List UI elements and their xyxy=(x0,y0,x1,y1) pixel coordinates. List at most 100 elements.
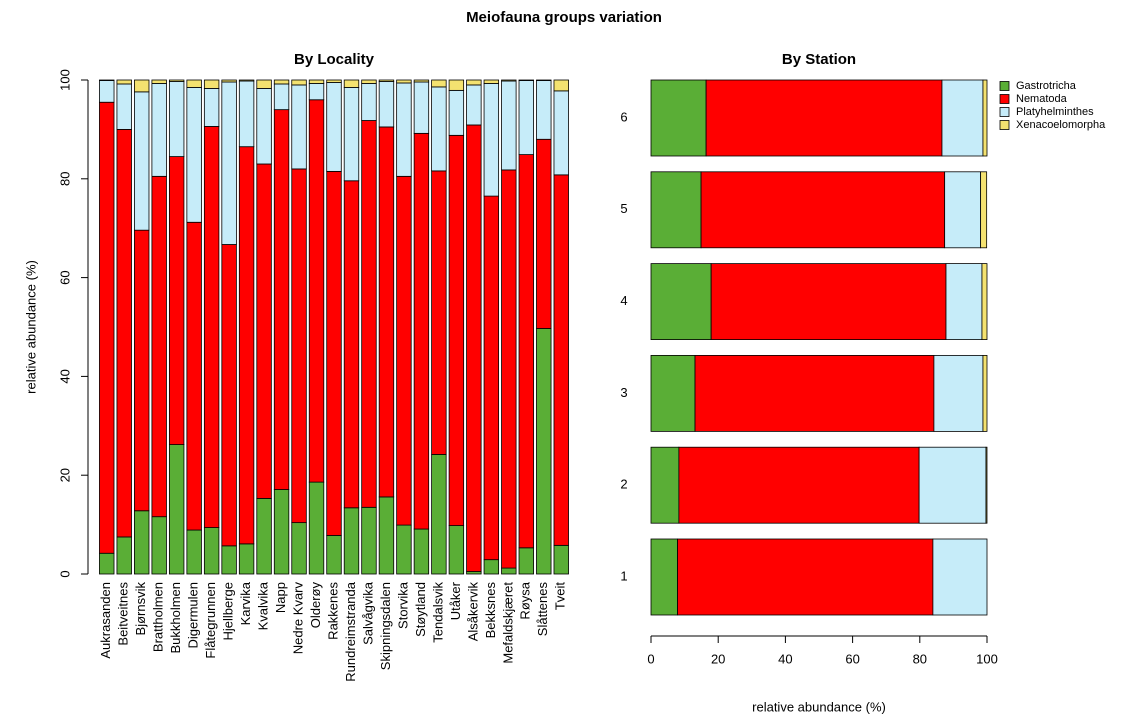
bar-segment xyxy=(553,90,569,176)
bar-segment xyxy=(677,538,934,616)
bar-segment xyxy=(291,79,307,86)
bar-segment xyxy=(448,79,465,91)
x-tick-label: Bjørnsvik xyxy=(133,582,148,636)
bar-segment xyxy=(501,567,517,575)
bar-segment xyxy=(431,170,447,455)
bar-segment xyxy=(982,354,988,432)
bar-segment xyxy=(99,101,115,554)
bar-segment xyxy=(413,528,430,575)
bar-segment xyxy=(221,545,237,575)
bar-segment xyxy=(256,87,272,165)
x-tick-label: Rakkenes xyxy=(325,582,340,640)
bar-segment xyxy=(650,446,680,524)
bar-segment xyxy=(326,535,342,575)
bar-segment xyxy=(694,354,935,432)
bar-segment xyxy=(308,83,325,101)
bar-segment xyxy=(466,79,482,86)
bar-segment xyxy=(151,83,167,177)
x-tick-label: Alsåkervik xyxy=(465,582,480,642)
bar-segment xyxy=(116,83,132,130)
bar-segment xyxy=(483,195,500,561)
bar-segment xyxy=(361,506,377,575)
bar-segment xyxy=(308,79,325,84)
y-tick-label: 20 xyxy=(57,468,72,482)
bar-segment xyxy=(518,547,534,575)
bar-segment xyxy=(186,221,202,531)
bar-segment xyxy=(553,79,569,92)
bar-segment xyxy=(221,244,237,547)
bar-segment xyxy=(650,263,712,341)
x-tick-label: Kvalvika xyxy=(256,581,271,630)
bar-segment xyxy=(536,80,552,140)
x-tick-label: Mefaldskjæret xyxy=(500,582,515,664)
bar-segment xyxy=(134,229,150,512)
bar-segment xyxy=(536,138,552,329)
bar-segment xyxy=(980,171,988,249)
bar-segment xyxy=(483,83,500,197)
bar-segment xyxy=(536,328,552,575)
bar-segment xyxy=(203,126,220,528)
bar-segment xyxy=(941,79,984,157)
bar-segment xyxy=(186,87,202,223)
bar-segment xyxy=(308,481,325,575)
bar-segment xyxy=(501,169,517,569)
x-axis-label: relative abundance (%) xyxy=(752,699,886,714)
bar-segment xyxy=(361,120,377,508)
bar-segment xyxy=(238,79,255,82)
x-tick-label: Skipningsdalen xyxy=(378,582,393,670)
bar-segment xyxy=(933,354,984,432)
x-tick-label: 60 xyxy=(845,651,859,666)
bar-segment xyxy=(99,552,115,575)
x-tick-label: Slåttenes xyxy=(535,582,550,637)
bar-segment xyxy=(343,87,360,182)
x-tick-label: Nedre Kvarv xyxy=(290,582,305,655)
bar-segment xyxy=(168,79,185,82)
bar-segment xyxy=(982,79,988,157)
y-tick-label: 6 xyxy=(620,109,627,124)
bar-segment xyxy=(985,446,988,524)
bar-segment xyxy=(431,454,447,575)
bar-segment xyxy=(553,174,569,546)
bar-segment xyxy=(203,79,220,89)
bar-segment xyxy=(466,124,482,572)
bar-segment xyxy=(413,132,430,530)
bar-segment xyxy=(151,516,167,575)
y-tick-label: 1 xyxy=(620,568,627,583)
bar-segment xyxy=(238,146,255,545)
bar-segment xyxy=(326,79,342,83)
x-tick-label: Aukrasanden xyxy=(98,582,113,659)
bar-segment xyxy=(343,507,360,575)
bar-segment xyxy=(151,175,167,518)
x-tick-label: Beitveitnes xyxy=(116,582,131,646)
main-title: Meiofauna groups variation xyxy=(466,9,662,26)
x-tick-label: Støytland xyxy=(413,582,428,637)
bar-segment xyxy=(134,79,150,93)
bar-segment xyxy=(221,79,237,83)
legend-swatch xyxy=(999,107,1010,117)
bar-segment xyxy=(186,529,202,575)
bar-segment xyxy=(700,171,946,249)
x-tick-label: Bekksnes xyxy=(483,582,498,639)
bar-segment xyxy=(291,522,307,575)
bar-segment xyxy=(256,163,272,499)
bar-segment xyxy=(553,544,569,575)
x-tick-label: Tendalsvik xyxy=(430,582,445,643)
chart-title: By Locality xyxy=(294,51,375,68)
x-tick-label: Olderøy xyxy=(308,582,323,629)
y-tick-label: 5 xyxy=(620,201,627,216)
x-tick-label: 40 xyxy=(778,651,792,666)
y-tick-label: 0 xyxy=(57,570,72,577)
x-tick-label: 20 xyxy=(711,651,725,666)
bar-segment xyxy=(273,79,290,85)
bar-segment xyxy=(273,109,290,490)
bar-segment xyxy=(221,81,237,245)
bar-segment xyxy=(431,79,447,88)
bar-segment xyxy=(396,175,412,526)
bar-segment xyxy=(273,83,290,111)
x-tick-label: Storvika xyxy=(395,581,410,629)
bar-segment xyxy=(291,84,307,170)
bar-segment xyxy=(396,82,412,177)
bar-segment xyxy=(343,79,360,88)
x-tick-label: Rundreimstranda xyxy=(343,581,358,681)
bar-segment xyxy=(256,79,272,89)
